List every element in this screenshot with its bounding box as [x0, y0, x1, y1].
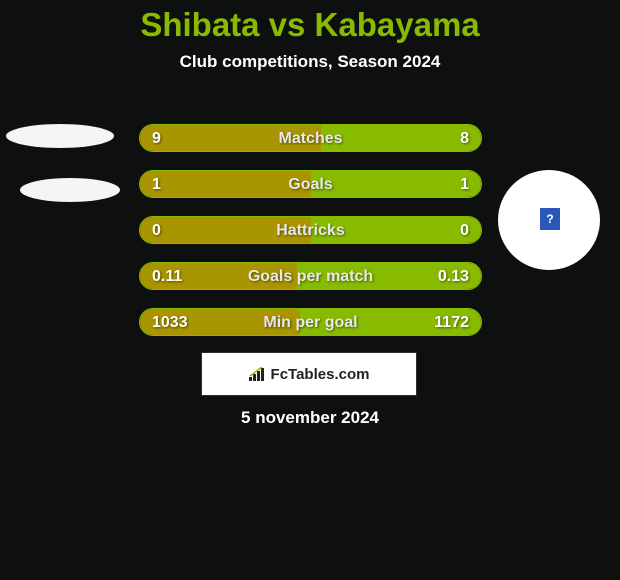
brand-text: FcTables.com: [271, 366, 370, 383]
bar-chart-icon: [249, 367, 267, 381]
stat-label: Goals per match: [140, 263, 481, 290]
stat-row: 98Matches: [139, 124, 482, 152]
stat-label: Matches: [140, 125, 481, 152]
date-label: 5 november 2024: [0, 408, 620, 428]
page-subtitle: Club competitions, Season 2024: [0, 52, 620, 72]
stats-container: 98Matches 11Goals 00Hattricks 0.110.13Goals…: [139, 124, 482, 354]
stat-row: 0.110.13Goals per match: [139, 262, 482, 290]
stat-row: 10331172Min per goal: [139, 308, 482, 336]
page-title: Shibata vs Kabayama: [0, 0, 620, 44]
stat-label: Hattricks: [140, 217, 481, 244]
brand-box[interactable]: FcTables.com: [201, 352, 417, 396]
stat-row: 11Goals: [139, 170, 482, 198]
help-badge[interactable]: ?: [540, 208, 560, 230]
stat-label: Goals: [140, 171, 481, 198]
player-left-avatar-2: [20, 178, 120, 202]
stat-label: Min per goal: [140, 309, 481, 336]
player-left-avatar-1: [6, 124, 114, 148]
stat-row: 00Hattricks: [139, 216, 482, 244]
